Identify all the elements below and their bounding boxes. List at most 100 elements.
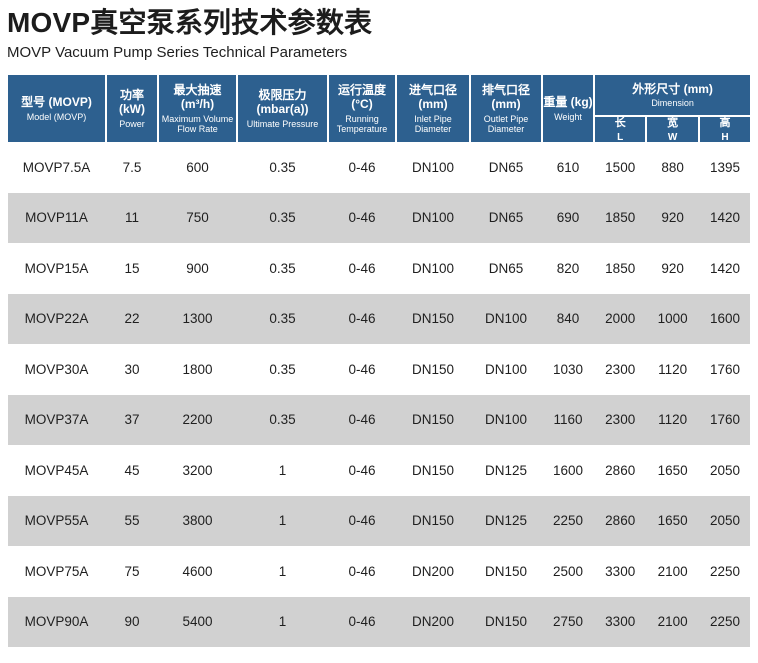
header-dimension-length: 长 L [595,117,646,142]
table-cell: 0.35 [269,210,296,226]
header-running-temperature-en: Running Temperature [336,114,388,134]
table-cell: 920 [661,260,684,276]
table-cell: 920 [661,210,684,226]
header-ultimate-pressure-zh: 极限压力 (mbar(a)) [256,88,309,116]
table-cell: MOVP15A [24,260,89,276]
table-cell: 0-46 [348,614,376,630]
table-cell: 0.35 [269,159,296,175]
table-cell: 1120 [658,361,688,377]
header-max-flow-zh: 最大抽速 (m³/h) [173,83,222,111]
table-body: MOVP7.5A 7.5 600 0.35 0-46 DN100 DN65 610 1500 88… [8,142,750,647]
header-running-temperature-zh: 运行温度 (°C) [337,83,386,111]
table-cell: DN100 [484,311,528,327]
table-cell: 2200 [182,412,213,428]
table-cell: 90 [124,614,140,630]
table-cell: MOVP30A [24,361,89,377]
header-max-flow: 最大抽速 (m³/h) Maximum Volume Flow Rate [159,75,236,142]
table-cell: DN150 [484,614,528,630]
table-cell: DN100 [411,210,455,226]
table-row: MOVP75A 75 4600 1 0-46 DN200 DN150 2500 3300 2100… [8,546,750,597]
header-dimension-en: Dimension [651,98,694,108]
header-model-en: Model (MOVP) [26,112,87,122]
table-cell: 2100 [657,563,688,579]
header-weight: 重量 (kg) Weight [543,75,593,142]
table-cell: 1420 [709,260,740,276]
table-cell: DN150 [411,462,455,478]
header-running-temperature: 运行温度 (°C) Running Temperature [329,75,395,142]
table-row: MOVP15A 15 900 0.35 0-46 DN100 DN65 820 1850 920 1… [8,243,750,294]
table-row: MOVP37A 37 2200 0.35 0-46 DN150 DN100 1160 2300 1… [8,394,750,445]
table-cell: 2750 [552,614,584,630]
table-cell: 0-46 [348,260,376,276]
table-cell: 0-46 [348,412,376,428]
table-cell: 2500 [552,563,584,579]
header-dimension-zh: 外形尺寸 (mm) [632,82,713,96]
table-cell: DN65 [488,210,524,226]
table-cell: 0-46 [348,210,376,226]
table-cell: 2860 [605,513,636,529]
table-cell: 1 [278,614,287,630]
table-cell: 2000 [605,311,636,327]
header-model: 型号 (MOVP) Model (MOVP) [8,75,105,142]
table-cell: 0-46 [348,462,376,478]
table-cell: DN100 [411,260,455,276]
table-cell: MOVP90A [24,614,89,630]
header-dimension-width-zh: 宽 [667,117,679,129]
table-cell: MOVP55A [24,513,89,529]
table-cell: 820 [556,260,580,276]
table-cell: 690 [556,210,580,226]
table-cell: 37 [124,412,140,428]
table-cell: 3300 [605,563,636,579]
table-cell: 1 [278,462,287,478]
table-cell: 1500 [605,159,636,175]
table-row: MOVP45A 45 3200 1 0-46 DN150 DN125 1600 2860 1650… [8,445,750,496]
table-cell: 0.35 [269,412,296,428]
table-cell: 45 [124,462,140,478]
table-cell: 1395 [709,159,740,175]
table-row: MOVP22A 22 1300 0.35 0-46 DN150 DN100 840 2000 10… [8,293,750,344]
spec-table: 型号 (MOVP) Model (MOVP) 功率 (kW) Power 最大抽… [8,75,751,647]
table-cell: DN200 [411,563,455,579]
table-cell: 2250 [709,563,740,579]
header-inlet-pipe-zh: 进气口径 (mm) [408,83,457,111]
table-row: MOVP30A 30 1800 0.35 0-46 DN150 DN100 1030 2300 1… [8,344,750,395]
table-cell: DN65 [488,159,524,175]
header-dimension-height: 高 H [699,117,751,142]
table-cell: 840 [556,311,580,327]
header-dimension-width: 宽 W [647,117,698,142]
table-cell: DN100 [411,159,455,175]
table-cell: DN125 [484,462,528,478]
table-cell: 2050 [709,462,740,478]
header-ultimate-pressure: 极限压力 (mbar(a)) Ultimate Pressure [238,75,327,142]
table-cell: 1760 [709,412,740,428]
page-title: MOVP真空泵系列技术参数表 [7,7,373,38]
table-cell: DN100 [484,412,528,428]
table-cell: 1760 [709,361,740,377]
header-outlet-pipe-en: Outlet Pipe Diameter [483,114,529,134]
table-cell: DN100 [484,361,528,377]
table-cell: 2100 [657,614,688,630]
table-row: MOVP90A 90 5400 1 0-46 DN200 DN150 2750 3300 2100… [8,596,750,647]
table-header: 型号 (MOVP) Model (MOVP) 功率 (kW) Power 最大抽… [8,75,751,142]
table-cell: DN125 [484,513,528,529]
table-cell: 22 [124,311,140,327]
header-max-flow-en: Maximum Volume Flow Rate [161,114,234,134]
table-cell: 1600 [552,462,584,478]
header-outlet-pipe: 排气口径 (mm) Outlet Pipe Diameter [471,75,541,142]
table-cell: MOVP45A [24,462,89,478]
table-cell: 900 [186,260,209,276]
table-cell: 1000 [657,311,688,327]
table-cell: 750 [186,210,209,226]
table-cell: 0.35 [269,311,296,327]
table-cell: 55 [124,513,140,529]
table-cell: 5400 [182,614,213,630]
table-cell: 1300 [182,311,213,327]
table-cell: DN150 [411,311,455,327]
table-cell: 600 [186,159,209,175]
table-cell: 3200 [182,462,213,478]
header-dimension-height-zh: 高 [719,117,731,129]
table-cell: 2300 [605,361,636,377]
table-cell: MOVP7.5A [22,159,91,175]
table-cell: 0-46 [348,513,376,529]
